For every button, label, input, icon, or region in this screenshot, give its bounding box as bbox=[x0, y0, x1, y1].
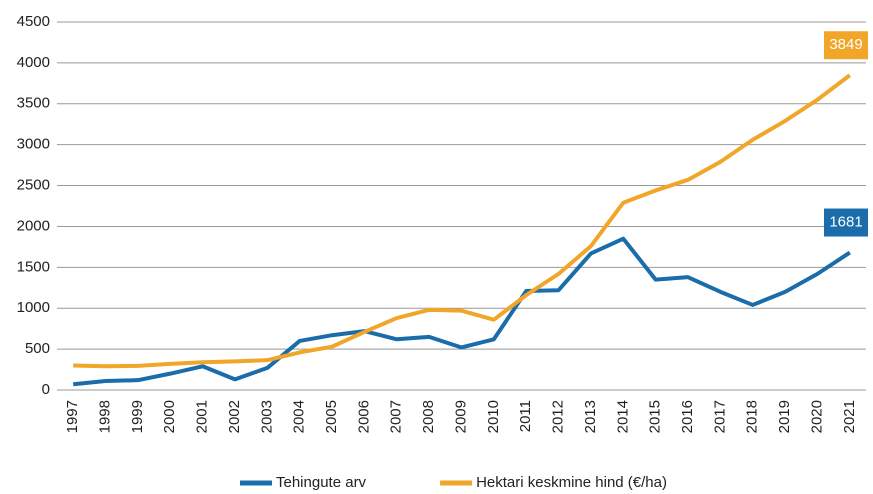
x-tick-label: 2005 bbox=[323, 400, 340, 433]
y-tick-label: 2000 bbox=[17, 217, 50, 234]
x-tick-label: 2021 bbox=[841, 400, 858, 433]
x-tick-label: 2004 bbox=[291, 400, 308, 433]
x-tick-label: 1998 bbox=[97, 400, 114, 433]
x-tick-label: 2010 bbox=[485, 400, 502, 433]
x-tick-label: 2009 bbox=[452, 400, 469, 433]
x-tick-label: 2012 bbox=[550, 400, 567, 433]
y-tick-label: 0 bbox=[42, 381, 50, 398]
y-tick-label: 1000 bbox=[17, 299, 50, 316]
line-series bbox=[72, 236, 851, 387]
legend-label: Hektari keskmine hind (€/ha) bbox=[476, 474, 667, 491]
y-tick-label: 500 bbox=[25, 340, 50, 357]
x-tick-label: 2013 bbox=[582, 400, 599, 433]
line-series bbox=[73, 73, 852, 369]
value-label: 3849 bbox=[829, 36, 862, 53]
x-tick-label: 1997 bbox=[64, 400, 81, 433]
x-tick-label: 2014 bbox=[614, 400, 631, 433]
y-tick-label: 3500 bbox=[17, 95, 50, 112]
x-tick-label: 2018 bbox=[744, 400, 761, 433]
x-tick-label: 2011 bbox=[517, 400, 534, 432]
x-tick-label: 2020 bbox=[808, 400, 825, 433]
x-tick-label: 2019 bbox=[776, 400, 793, 433]
x-tick-label: 2007 bbox=[388, 400, 405, 433]
x-tick-label: 2016 bbox=[679, 400, 696, 433]
value-label-box bbox=[824, 31, 868, 60]
x-tick-label: 2008 bbox=[420, 400, 437, 433]
x-tick-label: 2000 bbox=[161, 400, 178, 433]
x-tick-label: 2002 bbox=[226, 400, 243, 433]
x-tick-label: 2015 bbox=[647, 400, 664, 433]
x-tick-label: 2001 bbox=[194, 400, 211, 433]
y-tick-label: 4500 bbox=[17, 13, 50, 30]
x-tick-label: 2003 bbox=[258, 400, 275, 433]
y-tick-label: 3000 bbox=[17, 136, 50, 153]
y-tick-label: 1500 bbox=[17, 258, 50, 275]
legend-label: Tehingute arv bbox=[276, 474, 367, 491]
value-label-box bbox=[824, 208, 868, 237]
x-tick-label: 2006 bbox=[355, 400, 372, 433]
y-tick-label: 4000 bbox=[17, 54, 50, 71]
value-label: 1681 bbox=[829, 214, 862, 231]
x-tick-label: 2017 bbox=[711, 400, 728, 433]
y-tick-label: 2500 bbox=[17, 177, 50, 194]
x-tick-label: 1999 bbox=[129, 400, 146, 433]
